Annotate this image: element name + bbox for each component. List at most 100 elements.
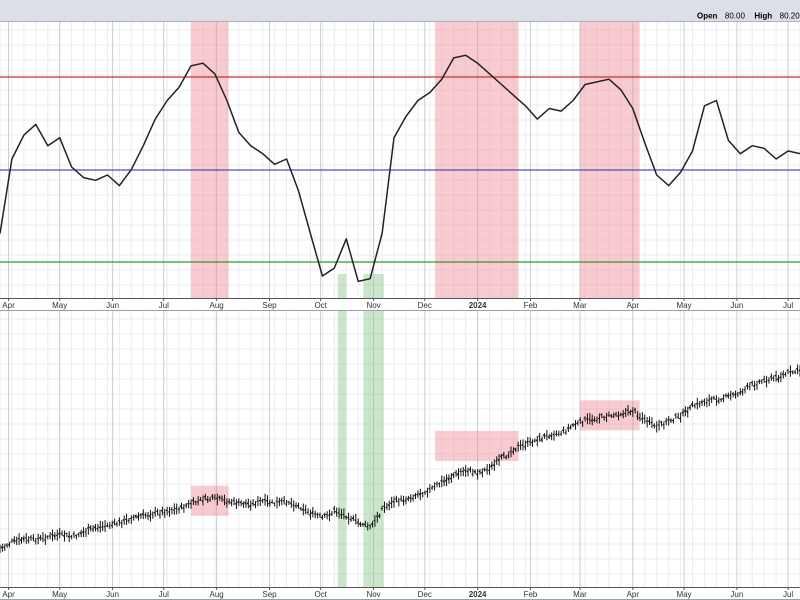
price-bar-open <box>619 413 622 416</box>
price-bar-open <box>313 512 316 515</box>
price-bar-open <box>451 473 455 477</box>
x-tick-label: Aug <box>210 301 224 310</box>
price-bar-open <box>695 402 698 405</box>
x-tick-label: Feb <box>524 590 538 599</box>
price-bar-open <box>621 413 624 416</box>
price-bar-open <box>425 490 428 493</box>
price-bar-open <box>521 443 524 447</box>
price-bar-open <box>631 410 634 413</box>
price-bar-open <box>468 468 471 471</box>
price-bar-open <box>650 421 653 424</box>
price-bar-open <box>733 393 736 396</box>
oscillator-line <box>0 54 800 283</box>
price-bar-open <box>0 546 3 550</box>
price-bar-open <box>729 394 731 396</box>
price-bar-open <box>788 371 791 373</box>
x-tick-label: 2024 <box>469 590 487 599</box>
price-bar-open <box>14 539 18 542</box>
price-bar-open <box>535 439 538 442</box>
price-bar-open <box>301 508 304 511</box>
price-bar-open <box>117 519 120 522</box>
price-bar-open <box>482 468 486 471</box>
price-bar-open <box>554 433 557 436</box>
price-bar-open <box>115 522 118 525</box>
highlight-band <box>434 430 519 461</box>
price-bar-open <box>745 384 748 387</box>
price-bar-open <box>795 367 798 371</box>
price-bar-open <box>210 495 213 497</box>
price-bar-open <box>148 515 151 518</box>
price-bar-open <box>762 378 765 381</box>
price-bar-open <box>203 495 206 498</box>
price-bar-open <box>466 470 469 473</box>
price-bar-open <box>265 499 268 503</box>
price-bar-open <box>612 415 614 418</box>
price-bar-open <box>702 400 705 402</box>
price-bar-open <box>647 420 650 423</box>
x-tick-label: Oct <box>314 301 327 310</box>
price-bar-open <box>248 504 252 508</box>
price-bar-open <box>244 501 247 505</box>
x-tick-label: Sep <box>262 590 277 599</box>
price-bar-open <box>232 499 235 502</box>
price-bar-open <box>473 470 476 474</box>
price-bar-open <box>124 518 127 521</box>
price-bar-open <box>153 511 156 514</box>
price-bar-open <box>330 513 333 516</box>
price-bar-open <box>394 498 397 500</box>
price-bar-open <box>325 513 328 516</box>
axis-strip <box>0 587 800 600</box>
price-bar-open <box>98 526 101 529</box>
price-bar-open <box>707 399 710 402</box>
price-bar-open <box>456 472 459 476</box>
price-bar-open <box>774 374 777 377</box>
price-bar-open <box>693 404 696 407</box>
oscillator-x-axis: Apr May Jun Jul Aug Sep Oct Nov Dec 2024 Feb Mar Apr… <box>0 298 800 311</box>
price-bar-open <box>513 448 517 452</box>
price-series <box>0 364 800 554</box>
price-bar-open <box>122 519 125 522</box>
price-bar-open <box>387 504 390 507</box>
price-bar-open <box>772 377 774 379</box>
x-tick-label: Apr <box>2 590 15 599</box>
price-bar-open <box>664 420 667 423</box>
price-bar-open <box>184 504 187 507</box>
price-bar-open <box>289 502 292 505</box>
price-bar-open <box>709 398 712 400</box>
x-tick-label: May <box>676 301 691 310</box>
price-bar-open <box>363 523 366 526</box>
x-tick-label: Nov <box>366 301 380 310</box>
price-bar-open <box>475 473 478 476</box>
price-bar-open <box>377 514 381 518</box>
price-bar-open <box>77 533 80 535</box>
x-tick-label: Jul <box>159 590 169 599</box>
price-bar-open <box>530 441 533 444</box>
price-bar-open <box>220 497 223 499</box>
price-bar-open <box>139 514 142 517</box>
highlight-band <box>363 274 384 298</box>
price-bar-open <box>318 514 321 516</box>
price-bar-open <box>215 497 218 500</box>
x-tick-label: Nov <box>366 590 380 599</box>
price-bar-open <box>389 502 392 505</box>
price-bar-open <box>134 515 137 518</box>
price-grid <box>0 311 800 587</box>
price-bar-open <box>205 498 209 502</box>
high-label: High <box>754 12 772 21</box>
price-bar-open <box>525 440 529 443</box>
price-bar-open <box>323 513 326 516</box>
price-bar-open <box>38 536 41 539</box>
price-bar-open <box>793 371 796 374</box>
price-bar-open <box>277 500 280 503</box>
price-bar-open <box>571 423 574 427</box>
x-tick-label: Jul <box>159 301 169 310</box>
highlight-band <box>337 311 347 587</box>
price-bar-open <box>22 537 25 541</box>
x-tick-label: Jul <box>783 301 793 310</box>
x-tick-label: Dec <box>418 301 432 310</box>
price-bar-open <box>229 502 232 504</box>
price-bar-open <box>549 434 553 438</box>
price-bar-open <box>645 420 648 423</box>
price-bar-open <box>511 450 514 453</box>
